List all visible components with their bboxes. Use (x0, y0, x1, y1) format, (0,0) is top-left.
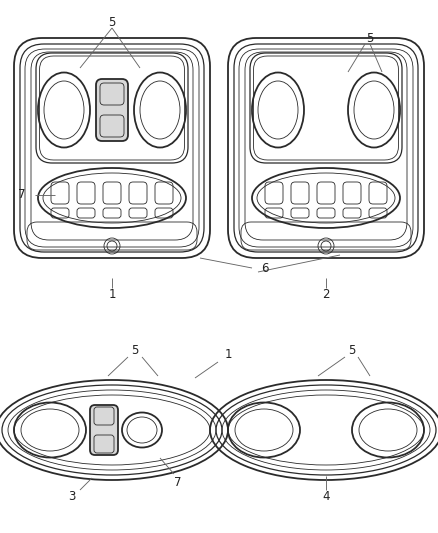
Text: 5: 5 (366, 31, 374, 44)
Text: 3: 3 (68, 490, 76, 504)
Text: 5: 5 (348, 343, 356, 357)
Text: 1: 1 (108, 288, 116, 302)
Text: 1: 1 (224, 349, 232, 361)
FancyBboxPatch shape (90, 405, 118, 455)
FancyBboxPatch shape (96, 79, 128, 141)
Text: 5: 5 (108, 15, 116, 28)
Text: 4: 4 (322, 490, 330, 504)
Text: 7: 7 (18, 189, 26, 201)
Text: 2: 2 (322, 288, 330, 302)
Text: 6: 6 (261, 262, 269, 274)
Text: 5: 5 (131, 343, 139, 357)
Text: 7: 7 (174, 475, 182, 489)
